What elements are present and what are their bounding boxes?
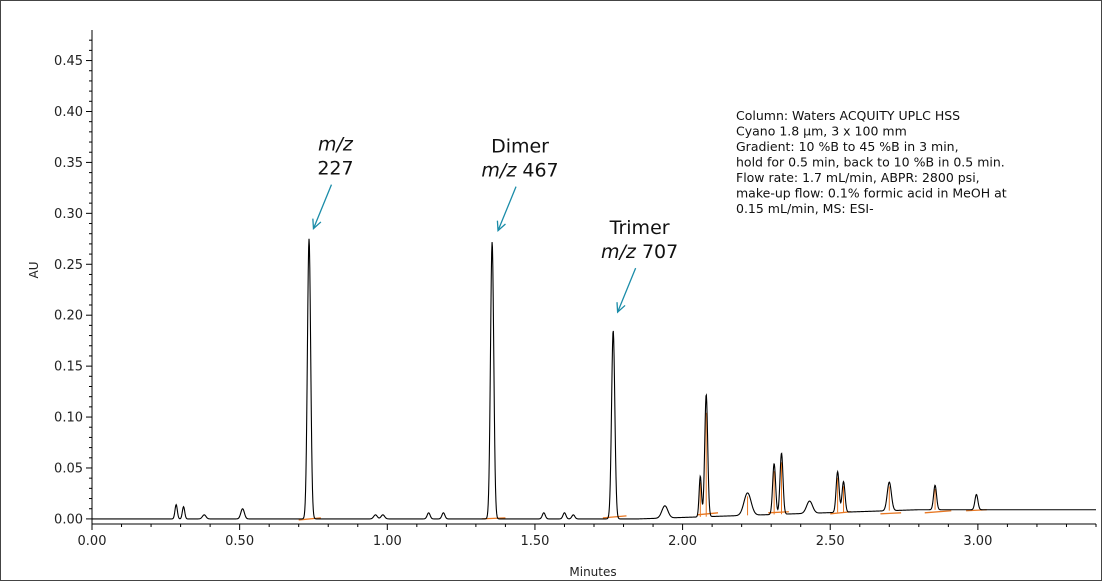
peak-annotation-label: Dimer: [491, 136, 549, 158]
annotation-arrow: [617, 267, 637, 313]
method-note-line: Flow rate: 1.7 mL/min, ABPR: 2800 psi,: [736, 170, 980, 185]
peak-annotation-label: Trimer: [609, 217, 670, 239]
y-tick-label: 0.25: [54, 258, 83, 273]
integration-baseline: [602, 515, 627, 519]
method-note-line: Cyano 1.8 µm, 3 x 100 mm: [736, 124, 907, 139]
x-tick-label: 0.50: [225, 534, 254, 549]
y-tick-label: 0.00: [54, 512, 83, 527]
annotation-text: 227: [317, 158, 353, 180]
y-tick-label: 0.35: [54, 156, 83, 171]
peak-annotation-label: m/z: [318, 134, 354, 156]
y-tick-label: 0.20: [54, 309, 83, 324]
x-tick-label: 0.00: [78, 534, 107, 549]
chromatogram-trace: [92, 238, 1096, 520]
annotation-arrow: [497, 186, 517, 231]
y-ticks: 0.00 0.05 0.10 0.15 0.20 0.25 0.30 0.35 0.40 0.45: [54, 39, 92, 527]
integration-baseline: [880, 512, 902, 515]
x-tick-label: 2.00: [668, 534, 697, 549]
peak-annotation-label: m/z 467: [481, 160, 558, 182]
method-note-line: 0.15 mL/min, MS: ESI-: [736, 201, 874, 216]
x-tick-label: 3.00: [963, 534, 992, 549]
annotation-arrowhead: [496, 220, 506, 233]
method-note-line: hold for 0.5 min, back to 10 %B in 0.5 m…: [736, 155, 1005, 170]
integration-baseline: [298, 517, 321, 521]
annotation-text: Dimer: [491, 136, 549, 158]
annotation-text: 467: [516, 160, 558, 182]
y-tick-label: 0.05: [54, 461, 83, 476]
method-note-line: make-up flow: 0.1% formic acid in MeOH a…: [736, 186, 1007, 201]
x-tick-label: 2.50: [816, 534, 845, 549]
x-tick-label: 1.00: [373, 534, 402, 549]
mz-italic: m/z: [481, 160, 517, 182]
y-tick-label: 0.30: [54, 207, 83, 222]
annotation-arrow: [312, 184, 333, 229]
method-note-line: Gradient: 10 %B to 45 %B in 3 min,: [736, 139, 959, 154]
annotation-arrowhead: [616, 302, 626, 314]
annotation-text: Trimer: [609, 217, 670, 239]
mz-italic: m/z: [318, 134, 354, 156]
mz-italic: m/z: [601, 241, 637, 263]
y-tick-label: 0.10: [54, 411, 83, 426]
x-axis-title: Minutes: [569, 565, 616, 579]
y-tick-label: 0.40: [54, 105, 83, 120]
method-note-line: Column: Waters ACQUITY UPLC HSS: [736, 108, 960, 123]
y-axis-title: AU: [27, 262, 41, 279]
annotation-arrowhead: [312, 218, 322, 231]
peak-annotation-label: 227: [317, 158, 353, 180]
x-tick-label: 1.50: [520, 534, 549, 549]
x-ticks: 0.00 0.50 1.00 1.50 2.00 2.50 3.00: [78, 524, 1097, 549]
y-tick-label: 0.15: [54, 360, 83, 375]
integration-baseline: [924, 510, 952, 514]
y-tick-label: 0.45: [54, 54, 83, 69]
annotation-text: 707: [636, 241, 678, 263]
integration-baseline: [830, 511, 851, 515]
peak-annotation-label: m/z 707: [601, 241, 678, 263]
